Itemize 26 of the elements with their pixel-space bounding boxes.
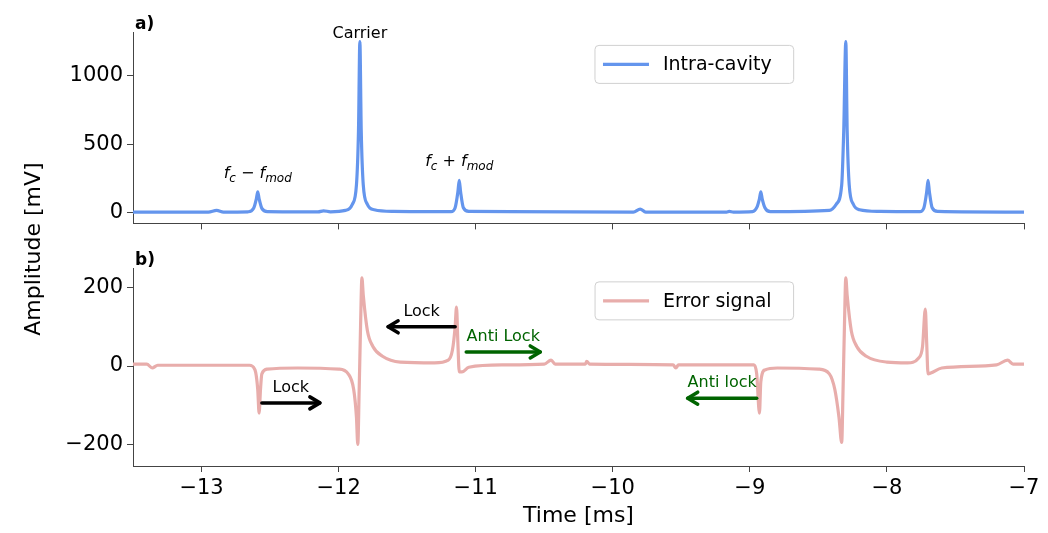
annotation: Anti Lock xyxy=(466,325,541,345)
y-tick-label: 200 xyxy=(82,274,123,299)
annotation: Lock xyxy=(403,300,441,320)
x-tick-label: −13 xyxy=(179,475,224,500)
x-tick-label: −10 xyxy=(590,475,635,500)
line-series xyxy=(133,276,1024,447)
y-axis-title: Amplitude [mV] xyxy=(19,162,45,336)
annotation: Lock xyxy=(272,376,310,396)
line-series xyxy=(133,39,1024,214)
x-axis-title: Time [ms] xyxy=(522,501,634,527)
legend-label: Intra-cavity xyxy=(662,52,772,75)
y-tick-label: 1000 xyxy=(69,62,123,87)
legend-label: Error signal xyxy=(663,288,772,311)
annotation: a) xyxy=(135,13,155,33)
x-tick-label: −7 xyxy=(1008,475,1040,500)
x-tick-label: −12 xyxy=(316,475,361,500)
x-tick-label: −8 xyxy=(871,475,903,500)
y-tick-label: −200 xyxy=(65,430,123,455)
annotation: b) xyxy=(135,249,155,269)
y-tick-label: 0 xyxy=(109,198,123,223)
x-tick-label: −9 xyxy=(734,475,766,500)
y-tick-label: 0 xyxy=(109,352,123,377)
annotation: Carrier xyxy=(332,22,388,42)
y-tick-label: 500 xyxy=(82,130,123,155)
annotation: Anti lock xyxy=(687,372,758,392)
x-tick-label: −11 xyxy=(453,475,498,500)
